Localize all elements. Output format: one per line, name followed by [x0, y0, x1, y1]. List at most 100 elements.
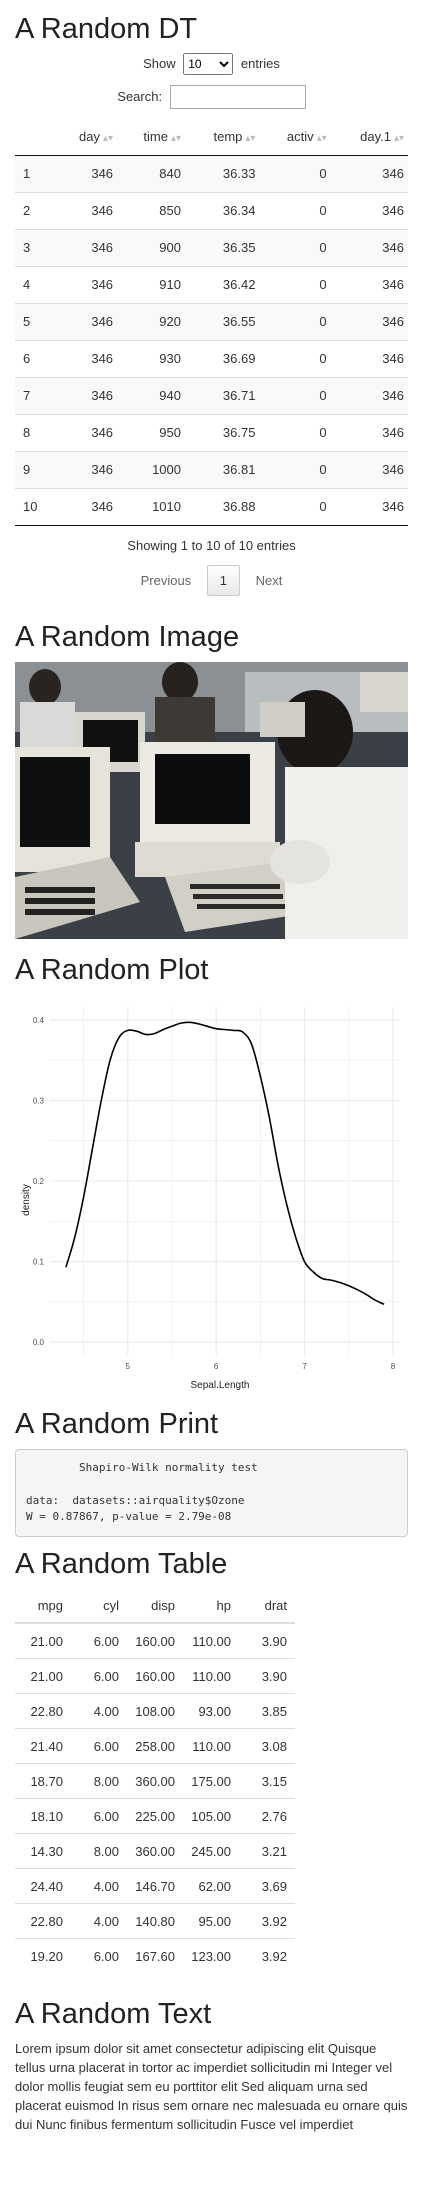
- y-tick-label: 0.2: [33, 1177, 45, 1186]
- column-header-label: temp: [213, 129, 243, 145]
- table-cell: 146.70: [127, 1868, 183, 1904]
- table-row: 18.70 8.00 360.00 175.00 3.15: [15, 1763, 295, 1799]
- table-cell: 36.75: [185, 413, 260, 452]
- table-cell: 930: [117, 339, 185, 378]
- table-row[interactable]: 9 346 1000 36.81 0 346: [15, 450, 408, 489]
- previous-button[interactable]: Previous: [140, 572, 192, 588]
- column-header[interactable]: activ ▴▾: [259, 118, 331, 156]
- page-length-select[interactable]: 10: [183, 52, 234, 75]
- x-tick-label: 7: [302, 1362, 307, 1371]
- table-row[interactable]: 6 346 930 36.69 0 346: [15, 339, 408, 378]
- table-section: A Random Table mpg cyl disp hp drat 21.00 6.0…: [15, 1547, 408, 1974]
- text-section: A Random Text Lorem ipsum dolor sit amet…: [15, 1999, 408, 2134]
- table-row[interactable]: 1 346 840 36.33 0 346: [15, 155, 408, 193]
- column-header-label: day: [79, 129, 100, 145]
- table-cell: 346: [54, 155, 118, 193]
- column-header: disp: [127, 1588, 183, 1625]
- table-cell: 4.00: [71, 1868, 127, 1904]
- sort-arrows-icon: ▴▾: [103, 133, 114, 145]
- table-cell: 22.80: [15, 1903, 71, 1939]
- y-tick-label: 0.1: [33, 1257, 45, 1266]
- table-cell: 346: [330, 191, 408, 230]
- table-cell: 0: [259, 265, 331, 304]
- table-cell: 258.00: [127, 1728, 183, 1764]
- column-header[interactable]: [15, 118, 55, 156]
- lorem-text: Lorem ipsum dolor sit amet consectetur a…: [15, 2041, 408, 2133]
- show-label: Show: [143, 55, 176, 71]
- table-cell: 1: [15, 155, 55, 193]
- table-cell: 2: [15, 191, 55, 230]
- table-cell: 900: [117, 228, 185, 267]
- table-cell: 346: [330, 450, 408, 489]
- table-cell: 110.00: [183, 1658, 239, 1694]
- table-cell: 160.00: [127, 1658, 183, 1694]
- table-row[interactable]: 8 346 950 36.75 0 346: [15, 413, 408, 452]
- table-cell: 0: [259, 191, 331, 230]
- print-section: A Random Print Shapiro-Wilk normality te…: [15, 1407, 408, 1537]
- search-label: Search:: [117, 88, 163, 104]
- table-cell: 5: [15, 302, 55, 341]
- table-cell: 346: [330, 228, 408, 267]
- table-cell: 0: [259, 228, 331, 267]
- column-header[interactable]: day.1 ▴▾: [330, 118, 408, 156]
- column-header-label: activ: [286, 129, 314, 145]
- table-cell: 36.88: [185, 487, 260, 526]
- table-cell: 910: [117, 265, 185, 304]
- table-cell: 175.00: [183, 1763, 239, 1799]
- table-cell: 346: [330, 155, 408, 193]
- table-cell: 3.69: [239, 1868, 295, 1904]
- page-1-button[interactable]: 1: [206, 564, 241, 596]
- density-plot: 0.0 0.1 0.2 0.3 0.4 5 6 7 8 Sepal.Length densit…: [21, 1006, 400, 1391]
- plot-section-title: A Random Plot: [15, 953, 209, 986]
- table-cell: 4.00: [71, 1903, 127, 1939]
- table-cell: 24.40: [15, 1868, 71, 1904]
- table-cell: 36.42: [185, 265, 260, 304]
- table-row[interactable]: 5 346 920 36.55 0 346: [15, 302, 408, 341]
- table-cell: 3.92: [239, 1938, 295, 1974]
- table-cell: 840: [117, 155, 185, 193]
- table-cell: 0: [259, 450, 331, 489]
- table-row[interactable]: 2 346 850 36.34 0 346: [15, 191, 408, 230]
- table-cell: 123.00: [183, 1938, 239, 1974]
- column-header[interactable]: temp ▴▾: [185, 118, 260, 156]
- table-cell: 110.00: [183, 1728, 239, 1764]
- table-cell: 8.00: [71, 1833, 127, 1869]
- x-axis-label: Sepal.Length: [191, 1380, 250, 1391]
- table-cell: 9: [15, 450, 55, 489]
- table-cell: 3.90: [239, 1658, 295, 1694]
- table-row[interactable]: 3 346 900 36.35 0 346: [15, 228, 408, 267]
- entries-label: entries: [240, 55, 280, 71]
- x-tick-label: 8: [391, 1362, 396, 1371]
- table-row[interactable]: 10 346 1010 36.88 0 346: [15, 487, 408, 526]
- table-cell: 920: [117, 302, 185, 341]
- table-cell: 140.80: [127, 1903, 183, 1939]
- table-cell: 6: [15, 339, 55, 378]
- table-section-title: A Random Table: [15, 1547, 228, 1580]
- table-cell: 346: [54, 487, 118, 526]
- table-cell: 346: [54, 376, 118, 415]
- print-section-title: A Random Print: [15, 1407, 219, 1440]
- sort-arrows-icon: ▴▾: [316, 133, 327, 145]
- table-cell: 14.30: [15, 1833, 71, 1869]
- column-header[interactable]: time ▴▾: [117, 118, 185, 156]
- table-cell: 36.81: [185, 450, 260, 489]
- search-input[interactable]: [169, 84, 306, 109]
- column-header: mpg: [15, 1588, 71, 1625]
- table-cell: 6.00: [71, 1622, 127, 1659]
- table-cell: 4.00: [71, 1693, 127, 1729]
- sort-arrows-icon: ▴▾: [393, 133, 404, 145]
- table-row[interactable]: 4 346 910 36.42 0 346: [15, 265, 408, 304]
- next-button[interactable]: Next: [255, 572, 283, 588]
- table-cell: 36.69: [185, 339, 260, 378]
- table-cell: 21.00: [15, 1658, 71, 1694]
- column-header-label: day.1: [360, 129, 391, 145]
- column-header: hp: [183, 1588, 239, 1625]
- table-cell: 3.92: [239, 1903, 295, 1939]
- table-cell: 346: [54, 450, 118, 489]
- column-header[interactable]: day ▴▾: [54, 118, 118, 156]
- table-cell: 850: [117, 191, 185, 230]
- table-cell: 19.20: [15, 1938, 71, 1974]
- table-row[interactable]: 7 346 940 36.71 0 346: [15, 376, 408, 415]
- table-row: 22.80 4.00 108.00 93.00 3.85: [15, 1693, 295, 1729]
- y-axis-label: density: [21, 1184, 32, 1216]
